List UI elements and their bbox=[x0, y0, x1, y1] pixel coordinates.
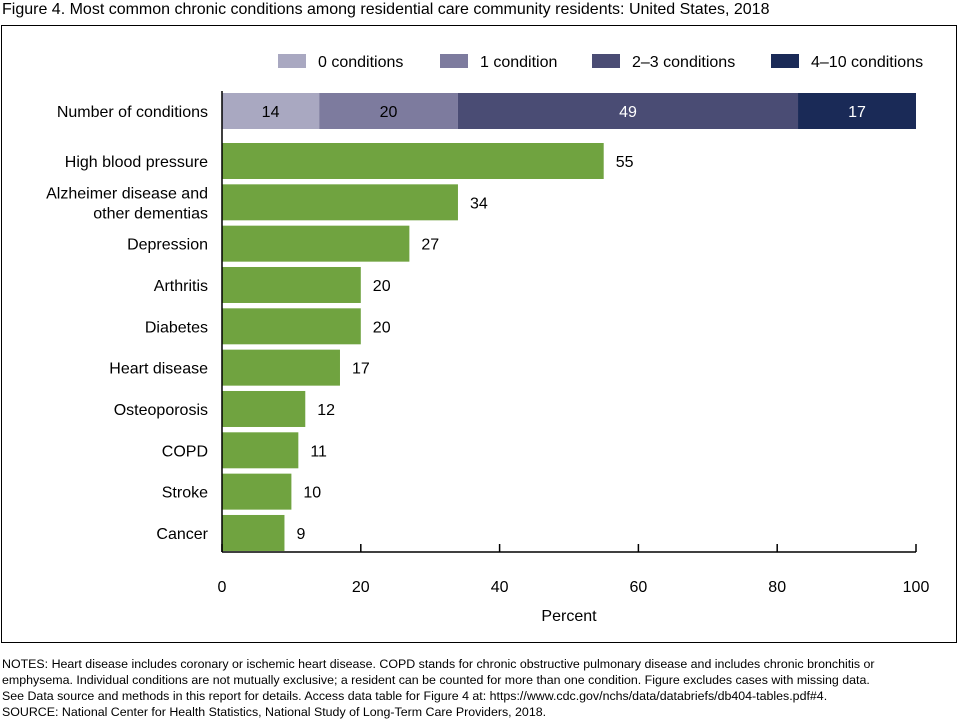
stacked-segment-0 bbox=[222, 93, 320, 129]
stacked-segment-1 bbox=[319, 93, 458, 129]
bar-value-label-6: 12 bbox=[317, 402, 335, 419]
bar-value-label-3: 20 bbox=[373, 278, 391, 295]
category-label-1-line-2: other dementias bbox=[93, 205, 208, 222]
category-label-8: Stroke bbox=[162, 485, 208, 502]
x-tick-label-0: 0 bbox=[218, 579, 227, 596]
bar-value-label-4: 20 bbox=[373, 319, 391, 336]
bar-8 bbox=[222, 473, 292, 510]
notes-source: SOURCE: National Center for Health Stati… bbox=[2, 705, 547, 719]
bar-9 bbox=[222, 514, 285, 551]
stacked-segment-label-3: 17 bbox=[848, 104, 866, 121]
bar-value-label-0: 55 bbox=[616, 154, 634, 171]
bar-value-label-1: 34 bbox=[470, 195, 488, 212]
category-label-number-of-conditions: Number of conditions bbox=[57, 104, 208, 121]
category-label-9: Cancer bbox=[156, 526, 208, 543]
stacked-segment-label-2: 49 bbox=[619, 104, 637, 121]
legend-swatch-2 bbox=[592, 54, 620, 68]
x-tick-label-5: 100 bbox=[903, 579, 930, 596]
category-label-2: Depression bbox=[127, 237, 208, 254]
legend-label-3: 4–10 conditions bbox=[811, 54, 923, 71]
legend-label-2: 2–3 conditions bbox=[632, 54, 735, 71]
category-label-7: COPD bbox=[162, 443, 208, 460]
stacked-segment-label-0: 14 bbox=[262, 104, 280, 121]
bar-4 bbox=[222, 308, 361, 345]
notes-line-2: emphysema. Individual conditions are not… bbox=[2, 673, 870, 687]
category-label-6: Osteoporosis bbox=[114, 402, 208, 419]
bar-value-label-2: 27 bbox=[421, 237, 439, 254]
bar-3 bbox=[222, 266, 361, 303]
x-tick-label-1: 20 bbox=[352, 579, 370, 596]
notes-line-1: NOTES: Heart disease includes coronary o… bbox=[2, 657, 875, 671]
legend-label-0: 0 conditions bbox=[318, 54, 403, 71]
bar-value-label-5: 17 bbox=[352, 361, 370, 378]
category-label-3: Arthritis bbox=[154, 278, 208, 295]
legend-swatch-0 bbox=[278, 54, 306, 68]
bar-6 bbox=[222, 390, 306, 427]
stacked-segment-2 bbox=[457, 93, 799, 129]
figure-title: Figure 4. Most common chronic conditions… bbox=[2, 1, 770, 18]
bar-value-label-9: 9 bbox=[296, 526, 305, 543]
bar-7 bbox=[222, 432, 299, 469]
category-label-4: Diabetes bbox=[145, 319, 208, 336]
x-tick-label-2: 40 bbox=[491, 579, 509, 596]
x-axis-title: Percent bbox=[541, 608, 597, 625]
bar-0 bbox=[222, 143, 604, 179]
legend-swatch-1 bbox=[440, 54, 468, 68]
notes-line-3: See Data source and methods in this repo… bbox=[2, 689, 828, 703]
x-tick-label-4: 80 bbox=[768, 579, 786, 596]
bar-value-label-7: 11 bbox=[310, 443, 327, 460]
category-label-0: High blood pressure bbox=[65, 154, 208, 171]
stacked-segment-label-1: 20 bbox=[380, 104, 398, 121]
legend-label-1: 1 condition bbox=[480, 54, 557, 71]
bar-1 bbox=[222, 184, 458, 221]
figure-notes: NOTES: Heart disease includes coronary o… bbox=[2, 656, 952, 720]
bar-value-label-8: 10 bbox=[303, 485, 321, 502]
stacked-segment-3 bbox=[798, 93, 916, 129]
bar-2 bbox=[222, 225, 410, 262]
chart-frame: 0 conditions 1 condition 2–3 conditions 4–1… bbox=[1, 25, 957, 643]
x-tick-label-3: 60 bbox=[630, 579, 648, 596]
bar-5 bbox=[222, 349, 340, 386]
category-label-1-line-1: Alzheimer disease and bbox=[46, 185, 208, 202]
bar-chart: 0 conditions 1 condition 2–3 conditions 4–1… bbox=[46, 54, 930, 625]
category-label-5: Heart disease bbox=[109, 361, 208, 378]
legend-swatch-3 bbox=[771, 54, 799, 68]
